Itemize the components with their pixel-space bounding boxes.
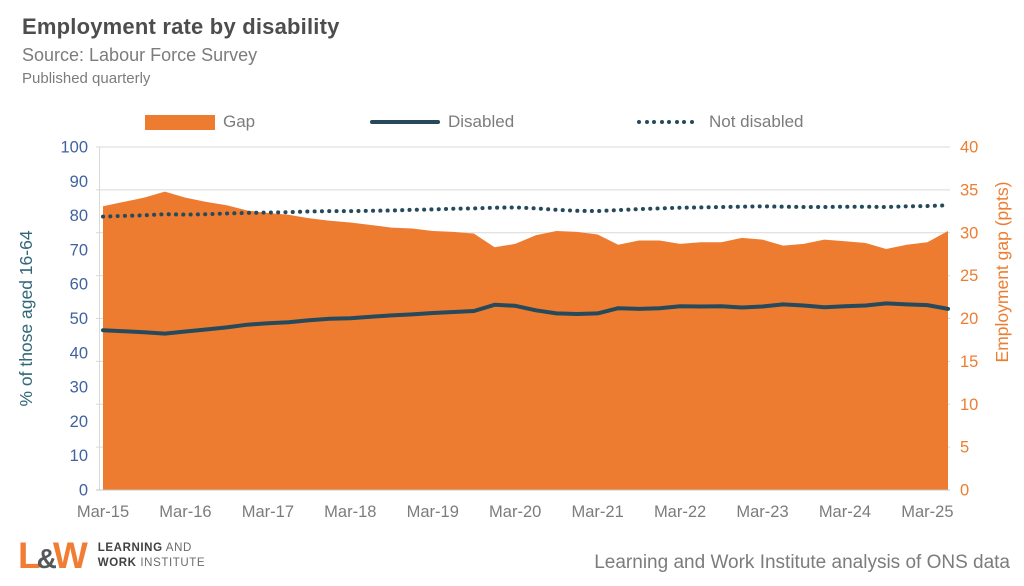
x-tick-label: Mar-15 xyxy=(77,503,129,521)
legend-label-disabled: Disabled xyxy=(448,112,515,131)
x-tick-label: Mar-25 xyxy=(901,503,953,521)
page-title: Employment rate by disability xyxy=(22,14,340,39)
legend-item-gap: Gap xyxy=(145,110,255,134)
logo-line1-rest: AND xyxy=(162,542,192,554)
published-line: Published quarterly xyxy=(22,70,151,87)
gap-area-swatch-icon xyxy=(145,114,215,130)
left-tick-label: 50 xyxy=(70,310,88,328)
right-tick-label: 25 xyxy=(960,267,978,285)
lw-logo: L & W LEARNING AND WORK INSTITUTE xyxy=(18,536,205,576)
lw-logo-mark-icon: L & W xyxy=(18,536,88,576)
left-tick-label: 40 xyxy=(70,344,88,362)
right-axis-title: Employment gap (ppts) xyxy=(992,182,1012,363)
legend-item-disabled: Disabled xyxy=(370,110,514,134)
logo-letter-w: W xyxy=(52,535,88,576)
chart-header: Employment rate by disability Source: La… xyxy=(22,14,340,87)
legend-label-not-disabled: Not disabled xyxy=(709,112,804,131)
legend-item-not-disabled: Not disabled xyxy=(637,110,804,134)
right-tick-label: 5 xyxy=(960,439,969,457)
logo-letter-l: L xyxy=(18,535,41,576)
logo-line1-bold: LEARNING xyxy=(97,542,163,554)
logo-line2-bold: WORK xyxy=(97,557,137,569)
x-tick-label: Mar-16 xyxy=(159,503,211,521)
x-tick-label: Mar-18 xyxy=(324,503,376,521)
legend-label-gap: Gap xyxy=(223,112,256,131)
gap-area xyxy=(103,191,948,490)
x-tick-label: Mar-17 xyxy=(242,503,294,521)
not-disabled-line xyxy=(101,203,950,219)
x-tick-label: Mar-22 xyxy=(654,503,706,521)
x-tick-label: Mar-23 xyxy=(736,503,788,521)
left-tick-label: 10 xyxy=(70,447,88,465)
disabled-line-swatch-icon xyxy=(370,120,440,124)
left-tick-label: 0 xyxy=(79,482,88,500)
legend: Gap Disabled Not disabled xyxy=(0,110,1024,134)
left-tick-label: 30 xyxy=(70,379,88,397)
x-tick-label: Mar-24 xyxy=(819,503,871,521)
right-tick-label: 35 xyxy=(960,181,978,199)
left-tick-label: 100 xyxy=(60,139,88,157)
right-tick-label: 30 xyxy=(960,224,978,242)
x-tick-label: Mar-20 xyxy=(489,503,541,521)
disabled-line xyxy=(101,301,950,336)
left-tick-label: 90 xyxy=(70,173,88,191)
footer: L & W LEARNING AND WORK INSTITUTE Learni… xyxy=(0,534,1024,586)
left-tick-label: 80 xyxy=(70,207,88,225)
left-axis-title: % of those aged 16-64 xyxy=(16,230,36,406)
x-tick-label: Mar-19 xyxy=(407,503,459,521)
right-tick-label: 10 xyxy=(960,396,978,414)
left-tick-label: 20 xyxy=(70,413,88,431)
not-disabled-dotted-swatch-icon xyxy=(637,120,701,124)
right-tick-label: 0 xyxy=(960,482,969,500)
x-tick-label: Mar-21 xyxy=(572,503,624,521)
left-tick-label: 60 xyxy=(70,276,88,294)
source-line: Source: Labour Force Survey xyxy=(22,45,258,65)
right-tick-label: 40 xyxy=(960,139,978,157)
logo-ampersand: & xyxy=(36,543,57,574)
right-tick-label: 20 xyxy=(960,310,978,328)
logo-line2-rest: INSTITUTE xyxy=(136,557,206,569)
left-tick-label: 70 xyxy=(70,241,88,259)
right-tick-label: 15 xyxy=(960,353,978,371)
logo-wordmark: LEARNING AND WORK INSTITUTE xyxy=(98,541,205,571)
attribution-text: Learning and Work Institute analysis of … xyxy=(594,552,1010,573)
